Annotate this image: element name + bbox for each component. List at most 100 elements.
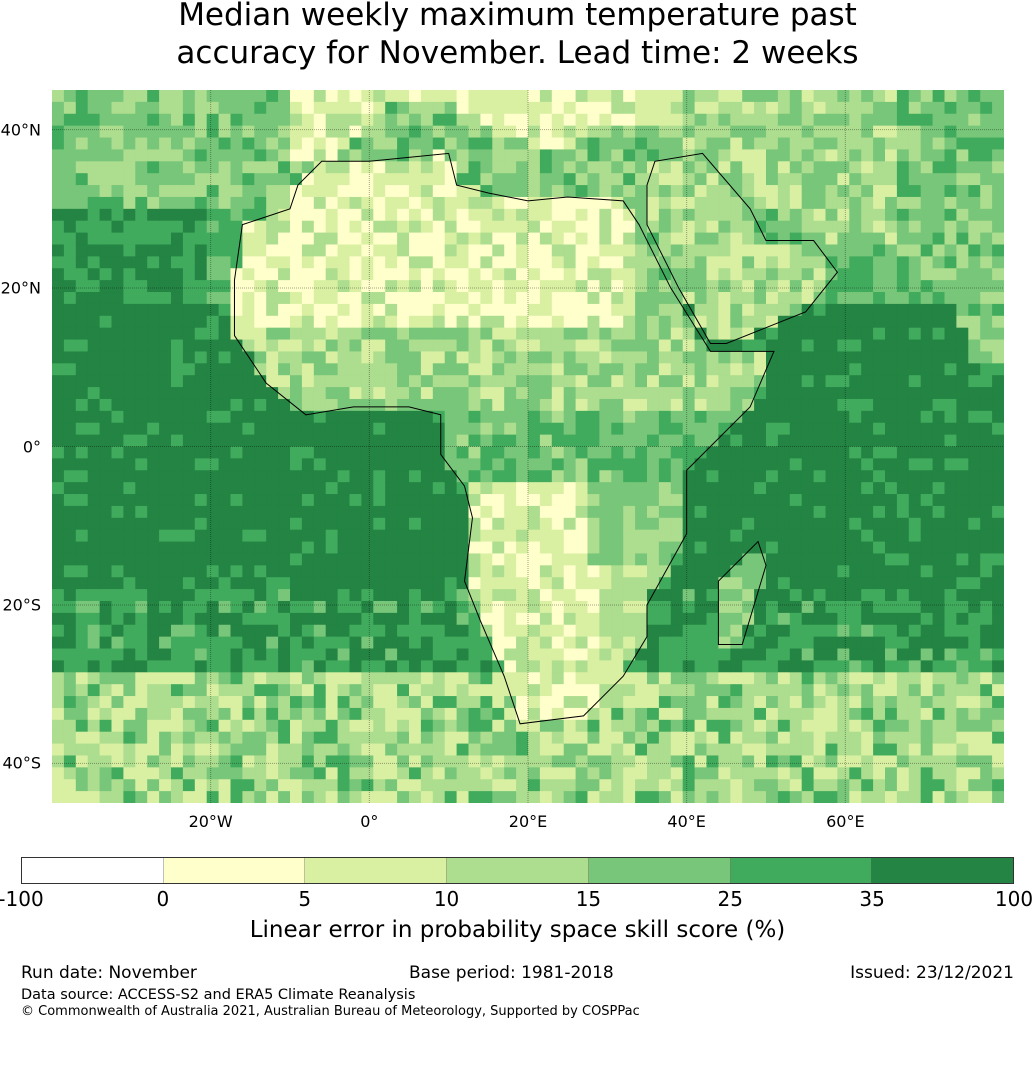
map-cell <box>182 719 196 733</box>
map-cell <box>278 375 291 388</box>
map-cell <box>801 672 815 685</box>
map-cell <box>409 684 422 697</box>
map-cell <box>801 636 815 650</box>
map-cell <box>766 517 779 531</box>
map-cell <box>420 636 434 650</box>
map-cell <box>635 256 648 269</box>
map-cell <box>480 90 493 103</box>
y-tick-label: 0° <box>22 437 41 456</box>
map-cell <box>444 244 458 257</box>
map-cell <box>206 589 220 602</box>
map-cell <box>504 90 517 103</box>
map-cell <box>730 755 743 768</box>
map-cell <box>373 505 386 519</box>
map-cell <box>147 387 160 400</box>
map-cell <box>75 315 89 329</box>
map-cell <box>575 482 589 495</box>
map-cell <box>777 280 791 293</box>
map-cell <box>611 719 624 733</box>
map-cell <box>635 755 648 768</box>
map-cell <box>206 446 220 459</box>
map-cell <box>694 375 708 388</box>
map-cell <box>623 327 636 341</box>
map-cell <box>587 482 600 495</box>
map-cell <box>409 600 422 614</box>
map-cell <box>956 232 969 246</box>
map-cell <box>932 553 946 566</box>
map-cell <box>301 327 315 341</box>
map-cell <box>932 660 946 673</box>
map-cell <box>551 470 565 483</box>
map-cell <box>742 387 755 400</box>
map-cell <box>908 541 922 555</box>
map-cell <box>75 280 89 293</box>
map-cell <box>52 137 65 151</box>
map-cell <box>420 339 434 353</box>
colorbar-tick-label: -100 <box>0 887 44 911</box>
map-cell <box>420 422 434 436</box>
map-cell <box>147 185 160 198</box>
map-cell <box>575 505 589 519</box>
map-cell <box>349 280 362 293</box>
map-cell <box>63 707 77 721</box>
map-cell <box>516 315 529 329</box>
map-cell <box>361 256 374 269</box>
map-cell <box>766 315 779 329</box>
map-cell <box>87 196 101 210</box>
map-cell <box>932 696 946 709</box>
map-cell <box>159 743 172 757</box>
map-cell <box>777 410 791 424</box>
map-cell <box>766 624 779 638</box>
map-cell <box>290 220 303 234</box>
map-cell <box>147 125 160 139</box>
map-cell <box>373 517 386 531</box>
map-cell <box>75 327 89 341</box>
map-cell <box>754 565 767 578</box>
map-cell <box>670 327 684 341</box>
map-cell <box>599 280 612 293</box>
map-cell <box>218 410 232 424</box>
map-cell <box>849 636 862 650</box>
map-cell <box>896 612 910 626</box>
map-cell <box>409 220 422 234</box>
map-cell <box>563 398 577 412</box>
colorbar-tick-label: 15 <box>575 887 602 911</box>
map-cell <box>563 684 577 697</box>
map-cell <box>290 696 303 709</box>
map-cell <box>766 767 779 780</box>
map-cell <box>206 482 220 495</box>
map-cell <box>718 600 731 614</box>
map-cell <box>611 600 624 614</box>
map-cell <box>385 612 398 626</box>
map-cell <box>766 470 779 483</box>
map-cell <box>587 494 600 507</box>
map-cell <box>325 482 339 495</box>
map-cell <box>468 755 481 768</box>
map-cell <box>885 648 898 661</box>
map-cell <box>516 173 529 186</box>
map-cell <box>968 292 981 305</box>
map-cell <box>896 232 910 246</box>
map-cell <box>575 577 589 590</box>
map-cell <box>539 660 553 673</box>
map-cell <box>516 339 529 353</box>
map-cell <box>813 161 827 174</box>
map-cell <box>801 707 815 721</box>
map-cell <box>206 339 220 353</box>
map-cell <box>361 363 374 376</box>
map-cell <box>599 208 612 222</box>
map-cell <box>861 90 874 103</box>
map-cell <box>349 672 362 685</box>
map-cell <box>670 517 684 531</box>
map-cell <box>956 351 969 364</box>
map-cell <box>290 101 303 115</box>
map-cell <box>337 672 351 685</box>
map-cell <box>623 149 636 162</box>
map-cell <box>968 220 981 234</box>
map-cell <box>825 375 838 388</box>
map-cell <box>99 731 113 745</box>
map-cell <box>432 101 446 115</box>
map-cell <box>623 398 636 412</box>
map-cell <box>361 327 374 341</box>
map-cell <box>349 268 362 281</box>
